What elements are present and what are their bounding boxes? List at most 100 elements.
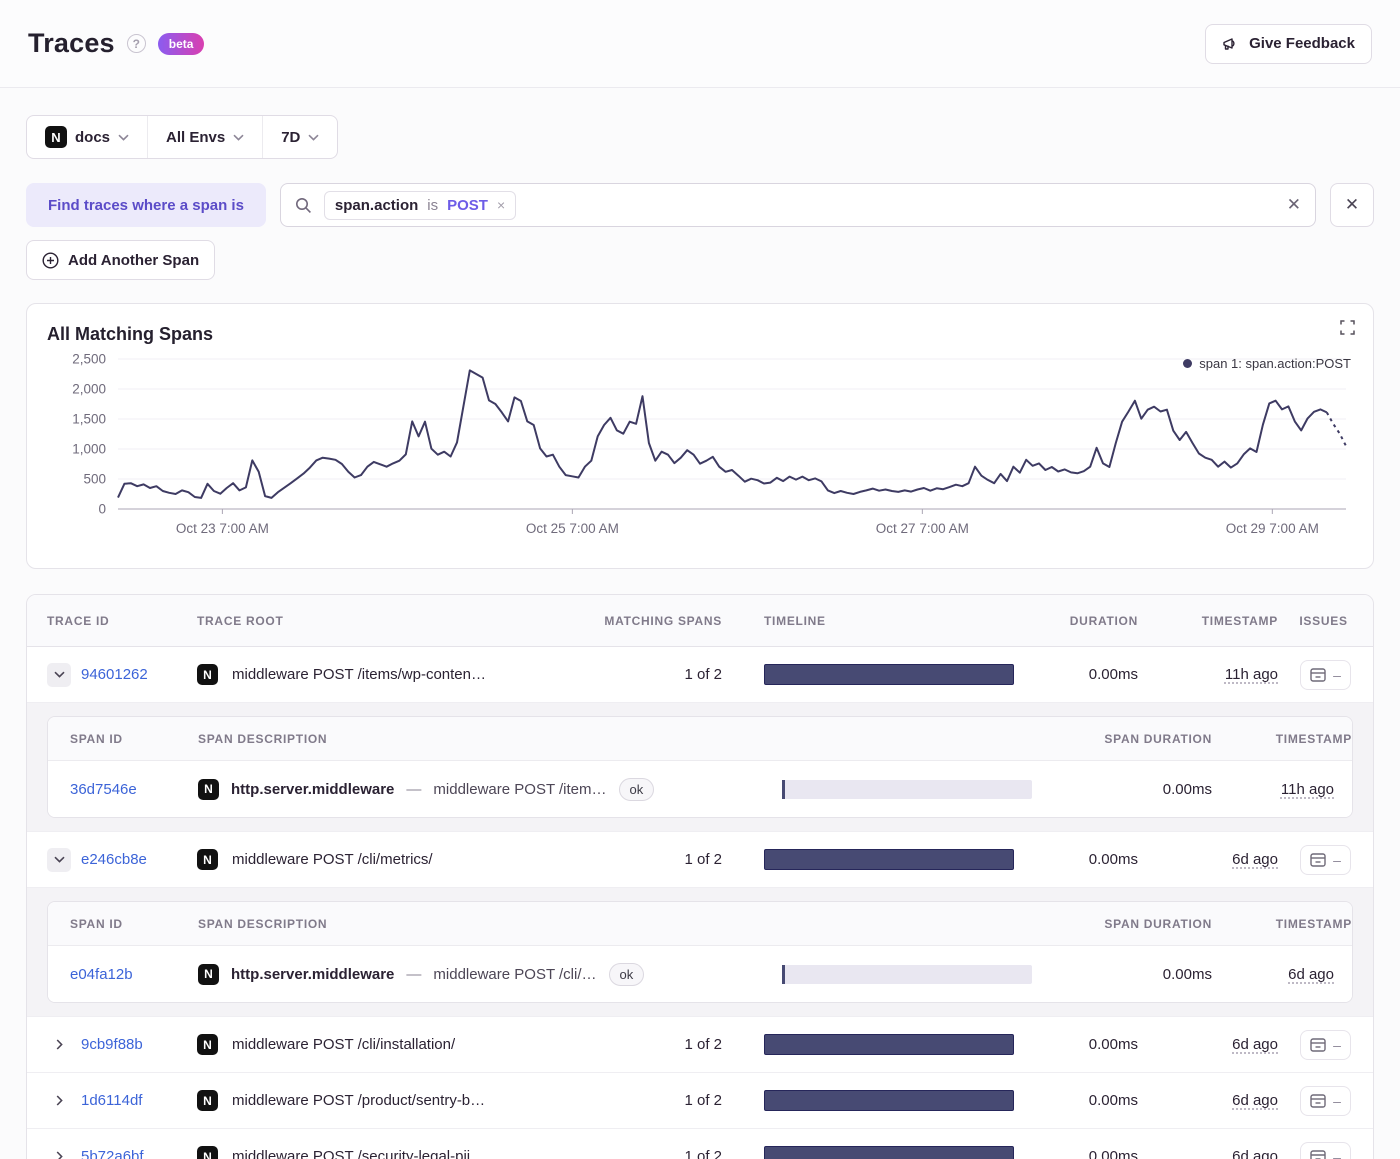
span-timeline-bar[interactable] bbox=[782, 779, 1032, 799]
remove-span-query-button[interactable]: ✕ bbox=[1330, 183, 1374, 227]
expand-row-button[interactable] bbox=[47, 1039, 71, 1050]
span-timestamp-value: 6d ago bbox=[1288, 965, 1334, 983]
token-remove-icon[interactable]: × bbox=[496, 197, 506, 213]
matching-spans-value: 1 of 2 bbox=[684, 666, 722, 683]
trace-timeline-bar[interactable] bbox=[764, 1034, 1014, 1055]
issues-button[interactable]: – bbox=[1300, 1141, 1351, 1159]
timestamp-value: 6d ago bbox=[1232, 851, 1278, 868]
timestamp-value: 6d ago bbox=[1232, 1036, 1278, 1053]
matching-spans-value: 1 of 2 bbox=[684, 1036, 722, 1053]
timestamp-value: 6d ago bbox=[1232, 1148, 1278, 1159]
col-trace-id: TRACE ID bbox=[47, 613, 110, 628]
trace-id-link[interactable]: e246cb8e bbox=[81, 851, 147, 868]
span-id-link[interactable]: e04fa12b bbox=[70, 965, 133, 983]
add-another-span-label: Add Another Span bbox=[68, 251, 200, 269]
trace-id-link[interactable]: 5b72a6bf bbox=[81, 1148, 144, 1159]
project-filter[interactable]: N docs bbox=[27, 116, 149, 158]
col-span-id: SPAN ID bbox=[70, 916, 123, 931]
duration-value: 0.00ms bbox=[1088, 666, 1138, 683]
collapse-row-button[interactable] bbox=[47, 847, 71, 872]
spans-line-chart: 0 500 1,000 1,500 2,000 2,500 Oct 23 7:00 AM Oc… bbox=[47, 347, 1353, 560]
nextjs-icon: N bbox=[197, 1090, 218, 1111]
span-description-label: middleware POST /item… bbox=[433, 780, 607, 798]
trace-timeline-bar[interactable] bbox=[764, 1146, 1014, 1159]
svg-text:500: 500 bbox=[83, 472, 106, 487]
svg-text:0: 0 bbox=[98, 502, 106, 517]
trace-root-label: middleware POST /product/sentry-b… bbox=[232, 1092, 486, 1109]
chevron-down-icon bbox=[308, 134, 319, 141]
expanded-span-section: SPAN ID SPAN DESCRIPTION SPAN DURATION T… bbox=[27, 888, 1373, 1017]
trace-id-link[interactable]: 9cb9f88b bbox=[81, 1036, 143, 1053]
duration-value: 0.00ms bbox=[1088, 851, 1138, 868]
span-timeline-bar[interactable] bbox=[782, 964, 1032, 984]
col-span-description: SPAN DESCRIPTION bbox=[198, 916, 328, 931]
trace-timeline-bar[interactable] bbox=[764, 664, 1014, 685]
traces-table-header: TRACE ID TRACE ROOT MATCHING SPANS TIMEL… bbox=[27, 595, 1373, 647]
col-span-timestamp: TIMESTAMP bbox=[1275, 916, 1352, 931]
help-icon[interactable]: ? bbox=[126, 34, 146, 53]
search-clear-icon[interactable]: ✕ bbox=[1286, 195, 1301, 214]
nextjs-icon: N bbox=[197, 664, 218, 685]
legend-dot-icon bbox=[1183, 359, 1193, 368]
nextjs-icon: N bbox=[198, 778, 219, 800]
chart-title: All Matching Spans bbox=[47, 324, 214, 344]
date-range-label: 7D bbox=[281, 128, 301, 146]
col-issues: ISSUES bbox=[1299, 613, 1348, 628]
issues-button[interactable]: – bbox=[1300, 659, 1351, 690]
environment-filter-label: All Envs bbox=[166, 128, 226, 146]
issues-button[interactable]: – bbox=[1300, 1029, 1351, 1060]
legend-label: span 1: span.action:POST bbox=[1199, 356, 1351, 371]
table-row: 9cb9f88b N middleware POST /cli/installa… bbox=[27, 1017, 1373, 1073]
give-feedback-button[interactable]: Give Feedback bbox=[1205, 23, 1372, 64]
trace-timeline-bar[interactable] bbox=[764, 1090, 1014, 1111]
expand-row-button[interactable] bbox=[47, 1095, 71, 1106]
svg-text:Oct 25 7:00 AM: Oct 25 7:00 AM bbox=[526, 521, 619, 536]
table-row: 5b72a6bf N middleware POST /security-leg… bbox=[27, 1129, 1373, 1159]
all-matching-spans-panel: All Matching Spans span 1: span.action:P… bbox=[26, 303, 1374, 569]
col-span-duration: SPAN DURATION bbox=[1104, 916, 1212, 931]
plus-circle-icon bbox=[42, 251, 59, 269]
trace-id-link[interactable]: 1d6114df bbox=[81, 1092, 143, 1109]
give-feedback-label: Give Feedback bbox=[1249, 35, 1355, 52]
col-span-timestamp: TIMESTAMP bbox=[1275, 731, 1352, 746]
trace-timeline-bar[interactable] bbox=[764, 849, 1014, 870]
trace-id-link[interactable]: 94601262 bbox=[81, 666, 148, 683]
page-title: Traces bbox=[28, 28, 115, 58]
collapse-row-button[interactable] bbox=[47, 662, 71, 687]
issues-box-icon bbox=[1310, 667, 1326, 682]
span-row: 36d7546e N http.server.middleware — midd… bbox=[48, 761, 1352, 817]
svg-text:Oct 27 7:00 AM: Oct 27 7:00 AM bbox=[876, 521, 969, 536]
environment-filter[interactable]: All Envs bbox=[148, 116, 264, 158]
timestamp-value: 6d ago bbox=[1232, 1092, 1278, 1109]
expand-row-button[interactable] bbox=[47, 1151, 71, 1159]
span-row: e04fa12b N http.server.middleware — midd… bbox=[48, 946, 1352, 1002]
fullscreen-icon[interactable] bbox=[1340, 320, 1355, 338]
date-range-filter[interactable]: 7D bbox=[263, 116, 337, 158]
traces-table: TRACE ID TRACE ROOT MATCHING SPANS TIMEL… bbox=[26, 594, 1374, 1159]
col-span-duration: SPAN DURATION bbox=[1104, 731, 1212, 746]
span-id-link[interactable]: 36d7546e bbox=[70, 780, 137, 798]
nextjs-icon: N bbox=[198, 963, 219, 985]
timestamp-value: 11h ago bbox=[1224, 666, 1278, 683]
span-search-input[interactable]: span.action is POST × ✕ bbox=[279, 183, 1316, 227]
issues-button[interactable]: – bbox=[1300, 844, 1351, 875]
table-row: e246cb8e N middleware POST /cli/metrics/… bbox=[27, 832, 1373, 888]
filter-bar: N docs All Envs 7D bbox=[26, 115, 339, 159]
issues-box-icon bbox=[1310, 1093, 1326, 1108]
token-operator: is bbox=[427, 196, 439, 214]
filter-token[interactable]: span.action is POST × bbox=[323, 190, 517, 220]
nextjs-icon: N bbox=[197, 1146, 218, 1159]
chevron-down-icon bbox=[233, 134, 244, 141]
span-op-label: http.server.middleware bbox=[231, 780, 395, 798]
span-condition-label: Find traces where a span is bbox=[26, 183, 266, 227]
status-badge: ok bbox=[618, 777, 655, 801]
project-filter-label: docs bbox=[75, 128, 111, 146]
add-another-span-button[interactable]: Add Another Span bbox=[26, 240, 216, 280]
token-key: span.action bbox=[334, 196, 419, 214]
status-badge: ok bbox=[608, 962, 645, 986]
issues-button[interactable]: – bbox=[1300, 1085, 1351, 1116]
col-span-id: SPAN ID bbox=[70, 731, 123, 746]
duration-value: 0.00ms bbox=[1088, 1036, 1138, 1053]
svg-text:1,500: 1,500 bbox=[72, 412, 106, 427]
matching-spans-value: 1 of 2 bbox=[684, 851, 722, 868]
